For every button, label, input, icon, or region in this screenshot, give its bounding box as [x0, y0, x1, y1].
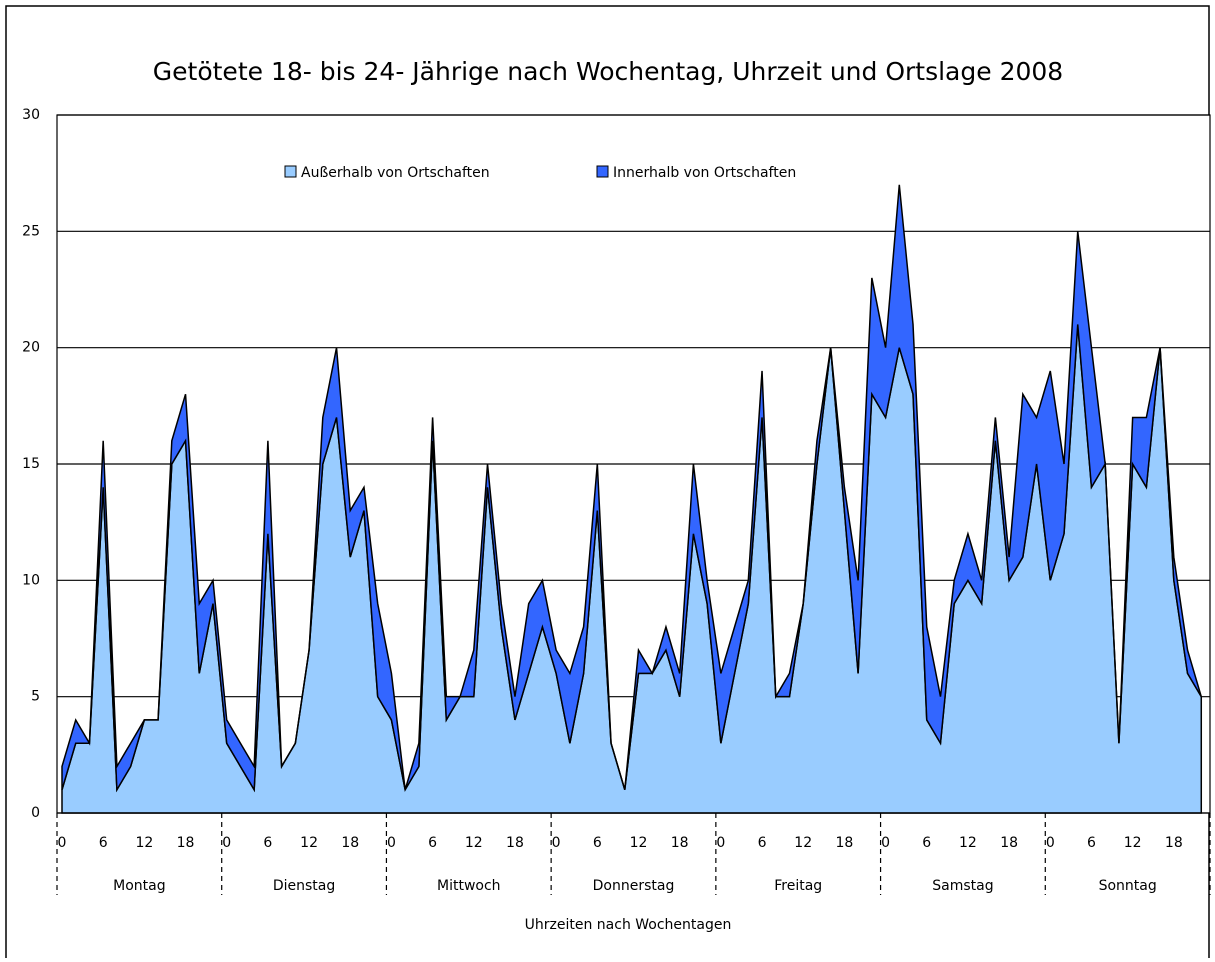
y-tick-label: 20 [22, 340, 40, 356]
y-tick-label: 5 [31, 689, 40, 705]
group-label: Sonntag [1099, 878, 1157, 894]
legend-label: Innerhalb von Ortschaften [613, 165, 796, 181]
x-tick-label: 0 [1046, 835, 1055, 851]
x-tick-label: 6 [593, 835, 602, 851]
x-tick-label: 18 [1165, 835, 1183, 851]
x-tick-label: 12 [794, 835, 812, 851]
group-label: Samstag [932, 878, 993, 894]
x-tick-label: 12 [1124, 835, 1142, 851]
x-tick-label: 18 [835, 835, 853, 851]
x-tick-label: 6 [428, 835, 437, 851]
x-tick-label: 0 [222, 835, 231, 851]
y-tick-label: 15 [22, 456, 40, 472]
group-label: Freitag [774, 878, 822, 894]
x-tick-label: 18 [177, 835, 195, 851]
x-tick-label: 12 [630, 835, 648, 851]
group-label: Donnerstag [593, 878, 675, 894]
x-tick-label: 0 [716, 835, 725, 851]
group-label: Mittwoch [437, 878, 501, 894]
y-tick-label: 0 [31, 805, 40, 821]
x-tick-label: 0 [881, 835, 890, 851]
x-tick-label: 6 [1087, 835, 1096, 851]
x-tick-label: 12 [465, 835, 483, 851]
y-tick-label: 30 [22, 107, 40, 123]
group-label: Dienstag [273, 878, 335, 894]
y-tick-label: 10 [22, 572, 40, 588]
legend-swatch [596, 165, 609, 178]
x-tick-label: 6 [99, 835, 108, 851]
x-tick-label: 0 [552, 835, 561, 851]
legend-label: Außerhalb von Ortschaften [301, 165, 490, 181]
x-tick-label: 6 [922, 835, 931, 851]
legend-swatch [284, 165, 297, 178]
x-tick-label: 6 [758, 835, 767, 851]
x-tick-label: 12 [959, 835, 977, 851]
x-tick-label: 18 [506, 835, 524, 851]
x-tick-label: 18 [1000, 835, 1018, 851]
chart-title: Getötete 18- bis 24- Jährige nach Wochen… [153, 57, 1063, 86]
area [61, 184, 1202, 793]
plot-border [56, 114, 1211, 814]
x-tick-label: 6 [263, 835, 272, 851]
x-tick-label: 0 [387, 835, 396, 851]
group-label: Montag [113, 878, 165, 894]
y-tick-label: 25 [22, 223, 40, 239]
x-tick-label: 18 [341, 835, 359, 851]
x-axis-title: Uhrzeiten nach Wochentagen [525, 917, 732, 933]
x-tick-label: 12 [135, 835, 153, 851]
x-tick-label: 0 [58, 835, 67, 851]
x-tick-label: 18 [671, 835, 689, 851]
x-tick-label: 12 [300, 835, 318, 851]
